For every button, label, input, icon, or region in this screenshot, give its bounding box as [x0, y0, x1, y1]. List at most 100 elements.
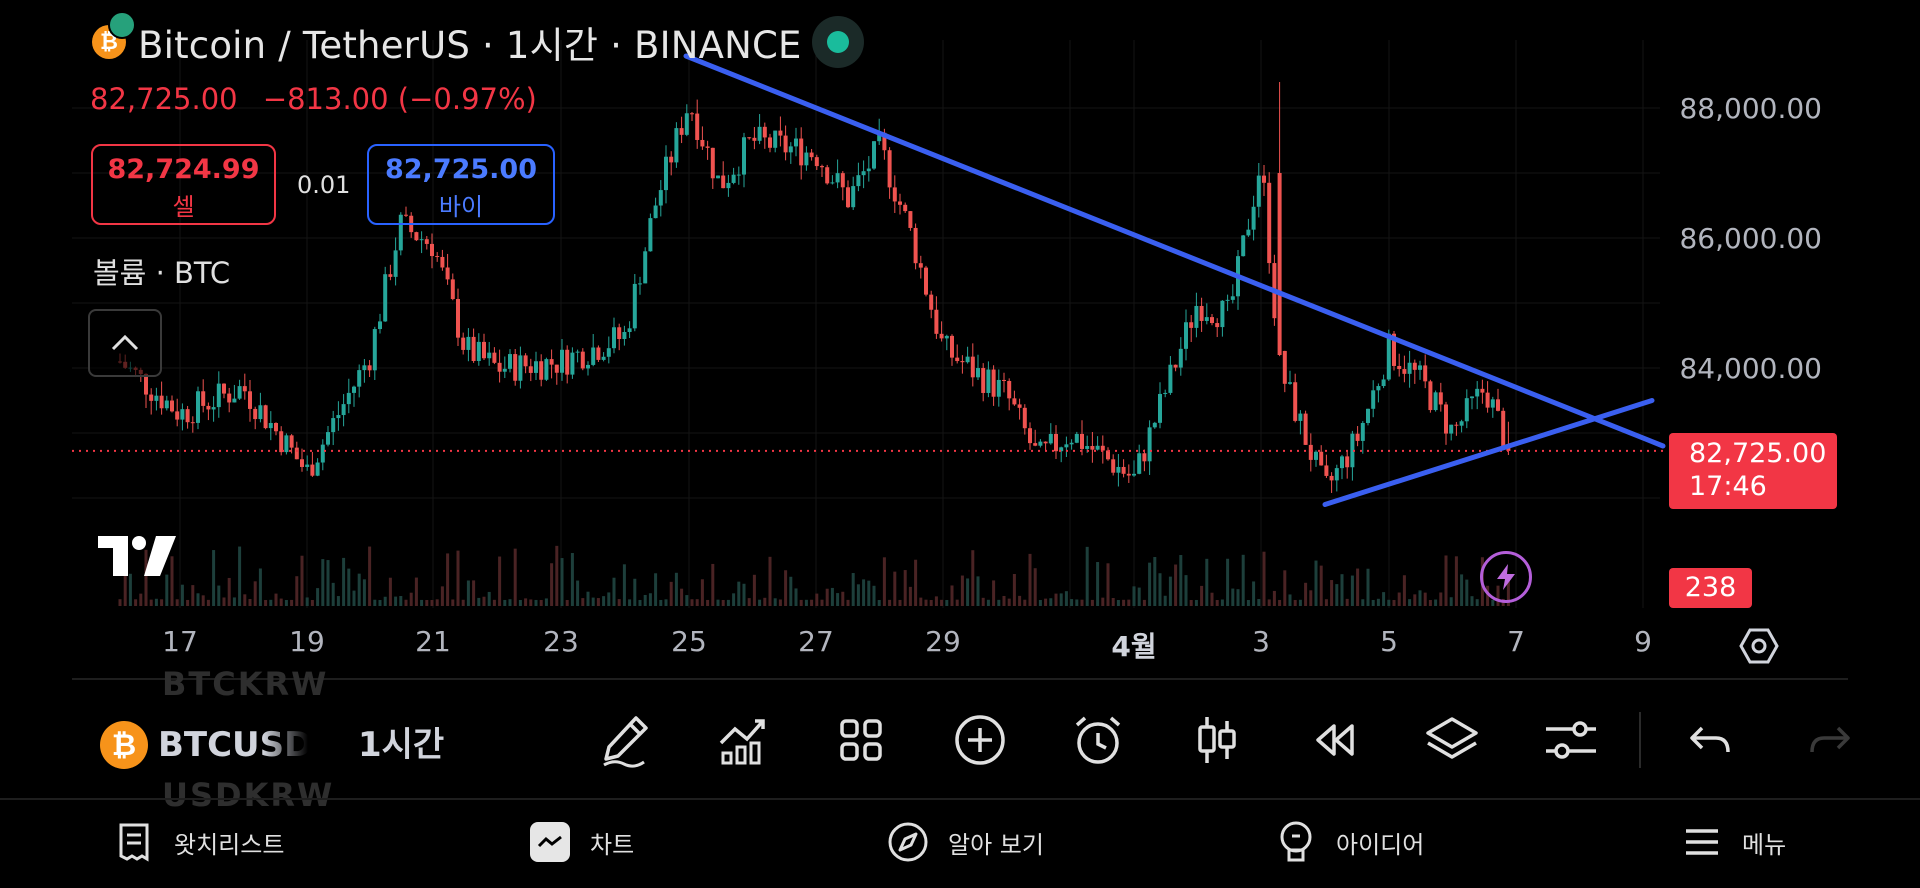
candle-body [778, 130, 783, 136]
candle-body [918, 263, 923, 268]
replay-button[interactable] [1305, 710, 1365, 770]
candle-body [606, 348, 611, 357]
volume-indicator-label[interactable]: 볼륨 · BTC [93, 256, 231, 290]
volume-bar [971, 550, 975, 606]
volume-bar [674, 572, 678, 606]
volume-bar [1231, 588, 1235, 606]
nav-explore-label: 알아 보기 [948, 830, 1044, 859]
quick-trade-button[interactable] [1480, 551, 1532, 603]
volume-bar [633, 578, 637, 606]
layouts-button[interactable] [831, 710, 891, 770]
candle-body [466, 336, 471, 350]
volume-bar [1007, 598, 1011, 606]
chart-type-button[interactable] [1187, 710, 1247, 770]
nav-explore[interactable]: 알아 보기 [886, 820, 1044, 864]
volume-bar [815, 593, 819, 606]
alert-button[interactable] [1068, 710, 1128, 770]
volume-bar [1439, 592, 1443, 606]
candle-body [1147, 427, 1152, 462]
volume-bar [1194, 599, 1198, 606]
drawing-tools-button[interactable] [596, 710, 656, 770]
volume-bar [752, 574, 756, 606]
volume-bar [893, 571, 897, 606]
volume-bar [414, 577, 418, 606]
candle-body [1085, 446, 1090, 449]
candle-body [924, 267, 928, 295]
chart-settings-sliders-button[interactable] [1541, 710, 1601, 770]
candle-body [528, 366, 533, 373]
candle-body [383, 274, 388, 322]
candle-body [1007, 380, 1012, 399]
candle-body [1444, 404, 1448, 434]
sell-price: 82,724.99 [107, 154, 260, 185]
candle-body [1178, 348, 1183, 368]
volume-bar [347, 568, 351, 606]
candle-body [560, 349, 564, 373]
lightning-icon [1497, 564, 1515, 590]
interval-selector-button[interactable]: 1시간 [358, 725, 445, 765]
candle-body [1355, 433, 1360, 441]
indicators-button[interactable] [713, 710, 773, 770]
volume-bar [1475, 599, 1479, 606]
volume-bar [1262, 551, 1266, 606]
market-status-icon[interactable] [812, 16, 864, 68]
volume-bar [711, 563, 715, 606]
candle-body [1230, 296, 1235, 300]
candle-body [1012, 398, 1017, 405]
volume-bar [773, 598, 777, 606]
volume-bar [1387, 599, 1391, 606]
volume-bar [1470, 596, 1474, 606]
symbol-selector-button[interactable]: ₿ BTCUSDT [100, 721, 308, 769]
buy-button[interactable]: 82,725.00 바이 [367, 144, 555, 225]
candle-body [352, 386, 356, 393]
candle-body [996, 379, 1001, 397]
time-axis-label: 25 [671, 625, 707, 658]
chart-title: Bitcoin / TetherUS · 1시간 · BINANCE [138, 24, 802, 67]
chart-settings-button[interactable] [1739, 626, 1779, 670]
nav-chart[interactable]: 차트 [528, 820, 634, 864]
add-button[interactable] [950, 710, 1010, 770]
candle-body [1251, 206, 1256, 230]
volume-bar [524, 598, 528, 606]
candle-body [1293, 382, 1298, 421]
nav-menu[interactable]: 메뉴 [1680, 820, 1786, 864]
volume-bar [1324, 599, 1328, 606]
nav-watchlist[interactable]: 왓치리스트 [112, 820, 284, 864]
chevron-up-icon [111, 334, 139, 351]
volume-bar [1366, 568, 1370, 606]
volume-bar [680, 588, 684, 606]
collapse-legend-button[interactable] [88, 309, 162, 377]
volume-bar [856, 584, 860, 606]
nav-ideas[interactable]: 아이디어 [1274, 820, 1424, 864]
candle-body [586, 364, 590, 369]
symbol-title[interactable]: ₿ Bitcoin / TetherUS · 1시간 · BINANCE [92, 11, 802, 67]
volume-bar [607, 592, 611, 606]
candle-body [1392, 333, 1396, 366]
candle-body [1189, 322, 1194, 328]
candle-body [794, 138, 798, 147]
sell-button[interactable]: 82,724.99 셀 [91, 144, 276, 225]
redo-button[interactable] [1800, 710, 1860, 770]
candle-body [814, 157, 819, 167]
candle-body [1496, 399, 1500, 411]
volume-bar [1408, 599, 1412, 606]
volume-bar [160, 599, 164, 606]
volume-bar [799, 599, 803, 606]
volume-bar [1356, 568, 1360, 606]
volume-bar [1080, 599, 1084, 606]
candle-body [820, 166, 824, 168]
volume-bar [1142, 599, 1146, 606]
volume-bar [264, 599, 268, 606]
candle-body [279, 431, 284, 453]
volume-bar [227, 577, 231, 606]
candle-body [612, 327, 616, 349]
volume-bar [643, 594, 647, 606]
volume-bar [149, 599, 153, 606]
volume-bar [1090, 599, 1094, 606]
tradingview-logo[interactable] [98, 536, 176, 580]
candle-body [768, 137, 772, 148]
object-tree-button[interactable] [1422, 710, 1482, 770]
candle-body [502, 368, 507, 372]
candle-body [440, 256, 445, 268]
undo-button[interactable] [1680, 710, 1740, 770]
